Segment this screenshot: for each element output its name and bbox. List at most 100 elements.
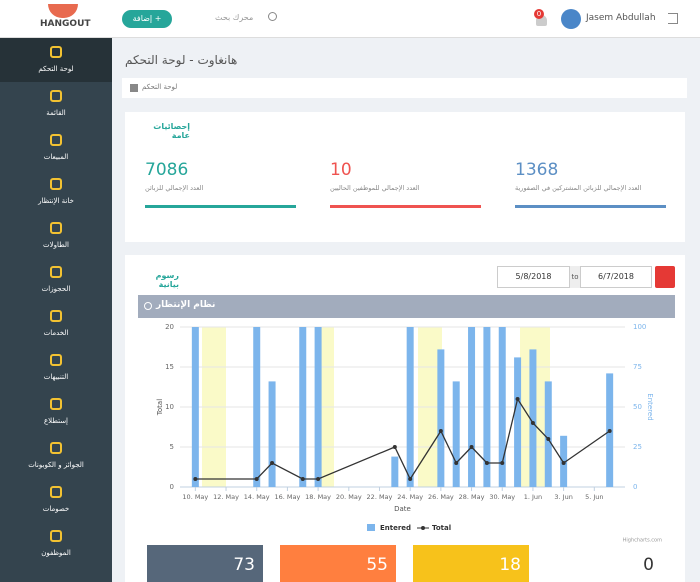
nav-item[interactable]: التنبيهات [0,346,112,390]
x-tick-label: 14. May [244,493,270,501]
y2-axis-title: Entered [646,393,654,420]
y-axis-title: Total [156,399,164,416]
legend-swatch [367,524,375,531]
y2-tick-label: 25 [633,443,642,451]
summary-value: 55 [366,555,388,575]
bar [253,327,261,487]
bell-icon[interactable] [536,15,547,26]
point [270,461,275,465]
nav-icon [50,46,62,58]
bar [529,349,537,487]
bar [406,327,414,487]
date-to[interactable]: 6/7/2018 [580,266,652,288]
summary-box: 73 [147,545,263,582]
nav-item[interactable]: خصومات [0,478,112,522]
bar [299,327,307,487]
notification-badge: 0 [534,9,544,19]
stat-label: العدد الإجمالي للموظفين الحاليين [330,184,420,192]
breadcrumb-bar: لوحة التحكم [122,78,687,98]
nav-item[interactable]: الموظفون [0,522,112,566]
x-axis-title: Date [394,505,411,513]
nav-item[interactable]: المبيعات [0,126,112,170]
nav-label: الجوائز و الكوبونات [28,461,84,469]
nav-item[interactable]: الخدمات [0,302,112,346]
point [530,421,535,425]
nav-icon [50,178,62,190]
nav-icon [50,134,62,146]
chart: 0 5 10 15 20 0 25 50 75 100 10. May 12. May 14. May 1… [156,323,662,544]
nav-icon [50,354,62,366]
logout-icon[interactable] [668,13,678,24]
point [316,477,321,481]
nav-label: القائمة [46,109,66,117]
home-icon[interactable] [130,84,138,92]
nav-label: الموظفون [41,549,71,557]
breadcrumb[interactable]: لوحة التحكم [142,83,178,91]
y-tick-label: 5 [170,443,174,451]
date-from[interactable]: 5/8/2018 [497,266,570,288]
nav-item[interactable]: إستطلاع [0,390,112,434]
summary-value: 18 [499,555,521,575]
point [454,461,459,465]
legend-swatch [421,526,425,530]
summary-value: 0 [643,555,654,575]
nav-item[interactable]: لوحة التحكم [0,38,112,82]
nav-label: خصومات [42,505,70,513]
bar [437,349,445,487]
summary-box: 0 [546,545,662,582]
charts-title: رسوم بيانية [155,271,179,289]
nav-icon [50,398,62,410]
point [300,477,305,481]
refresh-button[interactable] [655,266,675,288]
nav-label: التنبيهات [43,373,69,381]
point [254,477,259,481]
summary-box: 55 [280,545,396,582]
nav-label: لوحة التحكم [38,65,74,73]
nav-icon [50,310,62,322]
stats-title: إحصائيات عامة [153,122,190,140]
x-tick-label: 22. May [367,493,393,501]
nav-item[interactable]: القائمة [0,82,112,126]
sidebar: لوحة التحكم القائمة المبيعات خانة الإنتظار ا… [0,38,112,582]
bar [452,381,460,487]
stat-value: 7086 [145,160,189,180]
point [469,445,474,449]
y-tick-label: 0 [170,483,174,491]
bar [514,357,522,487]
stat-label: العدد الإجمالي للزبائن المشتركين في الصف… [515,184,642,192]
add-label: إضافة [132,14,153,23]
legend-label: Entered [380,524,411,532]
stat-label: العدد الإجمالي للزبائن [145,184,204,192]
x-tick-label: 28. May [459,493,485,501]
date-to-label: to [570,266,580,288]
add-button[interactable]: إضافة + [122,10,172,28]
bar [483,327,491,487]
nav-item[interactable]: الحجوزات [0,258,112,302]
search-icon[interactable] [268,12,277,21]
nav-label: إستطلاع [43,417,69,425]
nav-label: الحجوزات [41,285,71,293]
nav-icon [50,266,62,278]
x-tick-label: 16. May [274,493,300,501]
x-tick-label: 24. May [397,493,423,501]
x-tick-label: 1. Jun [524,493,542,501]
chart-icon [144,302,152,310]
user-name[interactable]: Jasem Abdullah [586,13,656,23]
search-input[interactable]: محرك بحث [215,13,254,22]
bar [191,327,199,487]
nav-item[interactable]: خانة الإنتظار [0,170,112,214]
legend-label: Total [432,524,451,532]
nav-item[interactable]: الجوائز و الكوبونات [0,434,112,478]
nav-item[interactable]: الطاولات [0,214,112,258]
nav-label: الخدمات [43,329,69,337]
bar [544,381,552,487]
stat-value: 1368 [515,160,559,180]
x-tick-label: 5. Jun [585,493,603,501]
nav-icon [50,90,62,102]
page-title: هانغاوت - لوحة التحكم [125,53,238,67]
point [484,461,489,465]
avatar[interactable] [561,9,581,29]
nav-label: خانة الإنتظار [38,197,74,205]
stat-bar [145,205,296,208]
x-tick-label: 20. May [336,493,362,501]
